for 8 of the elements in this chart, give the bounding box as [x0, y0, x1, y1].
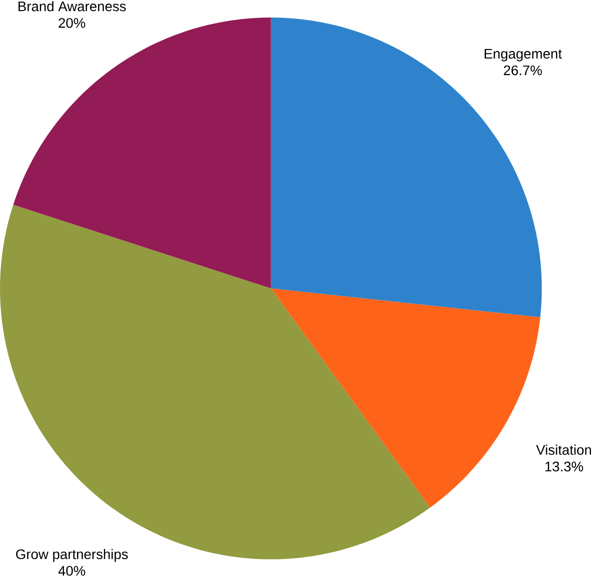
slice-label: Brand Awareness [18, 1, 126, 12]
slice-label: Visitation [536, 444, 591, 455]
data-label: 20% [58, 18, 86, 28]
data-label: 40% [58, 566, 86, 576]
data-label: 13.3% [545, 462, 584, 472]
slice-label: Grow partnerships [16, 549, 128, 562]
slice-label: Engagement [484, 49, 562, 62]
data-label: 26.7% [504, 66, 542, 76]
